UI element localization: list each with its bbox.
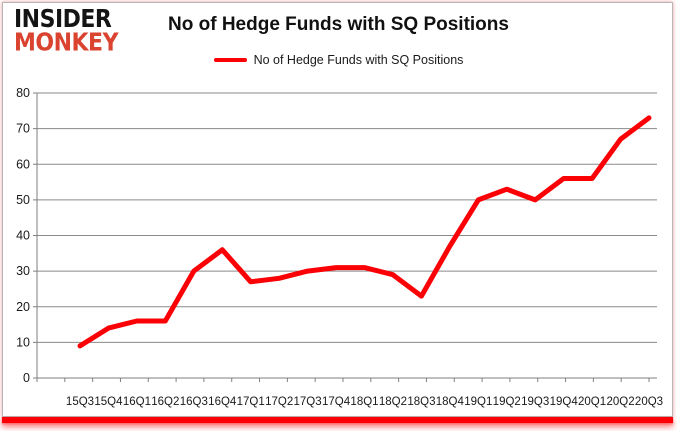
x-axis-label: 16Q4 <box>208 396 237 408</box>
y-axis-label: 30 <box>16 264 30 278</box>
y-axis-label: 0 <box>23 371 30 385</box>
x-axis-label: 18Q1 <box>350 396 378 408</box>
x-axis-label: 20Q1 <box>578 396 606 408</box>
y-axis-label: 10 <box>16 335 30 349</box>
x-axis-label: 15Q3 <box>66 396 94 408</box>
x-axis-label: 20Q2 <box>606 396 634 408</box>
chart-title: No of Hedge Funds with SQ Positions <box>168 14 509 35</box>
x-axis-label: 19Q2 <box>493 396 521 408</box>
x-axis-label: 16Q2 <box>151 396 179 408</box>
x-axis-label: 16Q1 <box>123 396 151 408</box>
x-axis-label: 17Q4 <box>322 396 351 408</box>
chart-legend: No of Hedge Funds with SQ Positions <box>0 53 677 67</box>
chart-frame <box>2 2 673 417</box>
x-axis-label: 17Q2 <box>265 396 293 408</box>
legend-label: No of Hedge Funds with SQ Positions <box>253 53 464 67</box>
x-axis-label: 17Q3 <box>294 396 322 408</box>
bottom-accent-bar <box>2 417 673 423</box>
y-axis-label: 80 <box>16 86 30 100</box>
y-axis-label: 50 <box>16 193 30 207</box>
x-axis-label: 19Q4 <box>550 396 579 408</box>
series-line-hedge-funds <box>77 115 652 349</box>
y-axis-label: 20 <box>16 300 30 314</box>
x-axis-label: 18Q3 <box>407 396 435 408</box>
y-axis-label: 60 <box>16 157 30 171</box>
x-axis-label: 19Q3 <box>521 396 549 408</box>
x-axis-label: 20Q3 <box>635 396 663 408</box>
logo-monkey-text: MONKEY <box>14 28 119 57</box>
y-axis-label: 40 <box>16 229 30 243</box>
x-axis-label: 15Q4 <box>94 396 123 408</box>
y-axis-label: 70 <box>16 122 30 136</box>
x-axis-label: 19Q1 <box>464 396 492 408</box>
insider-monkey-logo: INSIDER MONKEY <box>14 5 119 57</box>
x-axis-label: 16Q3 <box>180 396 208 408</box>
x-axis-label: 17Q1 <box>237 396 265 408</box>
x-axis-label: 18Q4 <box>436 396 465 408</box>
x-axis-label: 18Q2 <box>379 396 407 408</box>
logo-insider-text: INSIDER <box>14 5 112 34</box>
legend-line-marker <box>213 58 247 62</box>
